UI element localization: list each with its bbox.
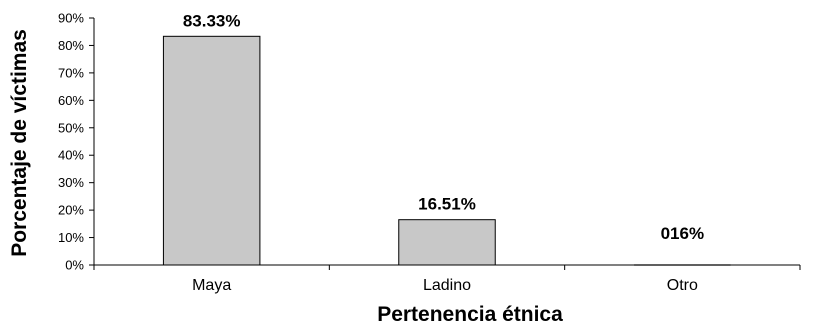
y-tick-label: 80% bbox=[58, 38, 84, 53]
bars: 83.33% 16.51% 016% bbox=[162, 11, 731, 266]
y-tick-label: 60% bbox=[58, 93, 84, 108]
y-tick-label: 30% bbox=[58, 175, 84, 190]
data-label-maya: 83.33% bbox=[183, 11, 241, 30]
y-axis: 0% 10% 20% 30% 40% 50% 60% 70% 80% 90% bbox=[58, 11, 95, 273]
bar-ladino bbox=[398, 219, 496, 266]
data-label-otro: 016% bbox=[661, 224, 704, 243]
y-tick-label: 20% bbox=[58, 203, 84, 218]
y-tick-label: 90% bbox=[58, 11, 84, 26]
y-tick-label: 70% bbox=[58, 65, 84, 80]
bar-maya bbox=[162, 35, 261, 266]
y-tick-label: 40% bbox=[58, 148, 84, 163]
y-tick-label: 10% bbox=[58, 230, 84, 245]
x-axis-title: Pertenencia étnica bbox=[377, 303, 563, 325]
y-tick-label: 50% bbox=[58, 120, 84, 135]
x-tick-label: Maya bbox=[192, 277, 231, 294]
y-axis-title: Porcentaje de víctimas bbox=[8, 29, 31, 257]
y-tick-label: 0% bbox=[65, 258, 84, 273]
data-label-ladino: 16.51% bbox=[418, 195, 476, 214]
x-axis: Maya Ladino Otro bbox=[93, 264, 801, 294]
x-tick-label: Otro bbox=[667, 277, 698, 294]
x-tick-label: Ladino bbox=[423, 277, 471, 294]
